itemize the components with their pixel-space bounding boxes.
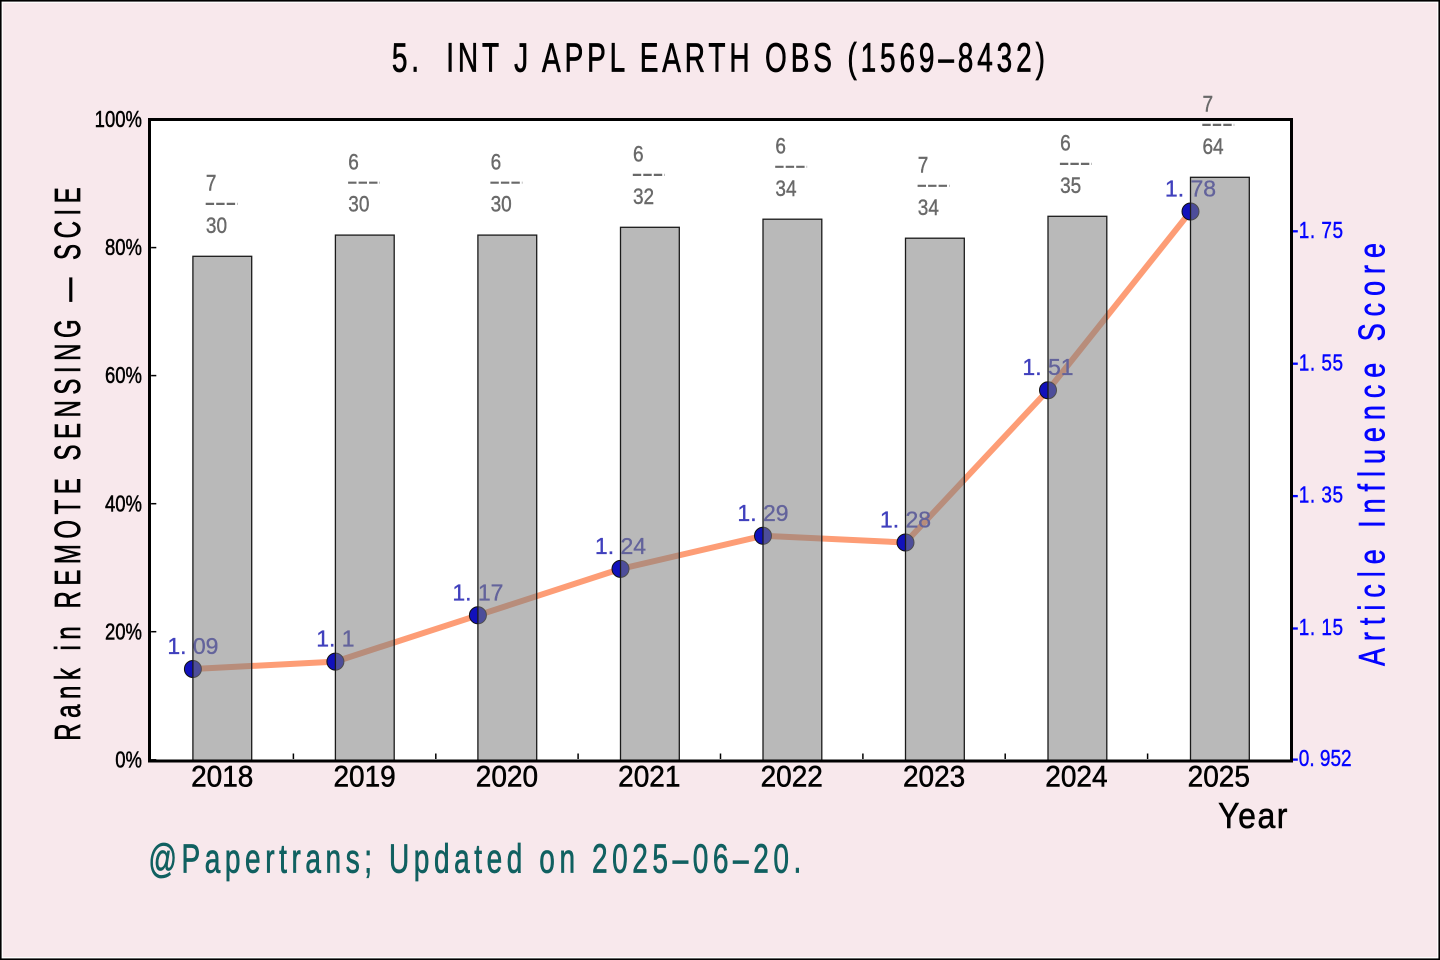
- svg-text:34: 34: [775, 176, 796, 201]
- svg-text:0%: 0%: [115, 748, 142, 773]
- svg-text:Rank in REMOTE SENSING — SCIE: Rank in REMOTE SENSING — SCIE: [47, 182, 88, 741]
- svg-text:20%: 20%: [105, 619, 142, 644]
- svg-text:2021: 2021: [618, 761, 680, 794]
- svg-text:80%: 80%: [105, 235, 142, 260]
- svg-text:Year: Year: [1218, 796, 1289, 836]
- svg-text:0. 952: 0. 952: [1299, 745, 1352, 771]
- svg-text:2025: 2025: [1188, 761, 1250, 794]
- svg-text:1. 75: 1. 75: [1299, 217, 1344, 243]
- svg-text:7: 7: [1203, 92, 1214, 117]
- svg-text:35: 35: [1060, 174, 1081, 199]
- svg-text:2018: 2018: [191, 761, 253, 794]
- svg-text:1. 15: 1. 15: [1299, 614, 1344, 640]
- svg-text:30: 30: [491, 192, 512, 217]
- svg-text:30: 30: [206, 214, 227, 239]
- svg-text:64: 64: [1203, 135, 1224, 160]
- svg-text:2024: 2024: [1045, 761, 1107, 794]
- svg-text:34: 34: [918, 195, 939, 220]
- svg-text:32: 32: [633, 185, 654, 210]
- svg-text:1. 55: 1. 55: [1299, 349, 1344, 375]
- svg-text:Article Influence Score: Article Influence Score: [1351, 236, 1392, 666]
- svg-text:2022: 2022: [761, 761, 823, 794]
- svg-text:1. 35: 1. 35: [1299, 482, 1344, 508]
- svg-text:100%: 100%: [95, 107, 142, 132]
- svg-text:6: 6: [1060, 131, 1071, 156]
- svg-text:7: 7: [206, 171, 217, 196]
- svg-text:2019: 2019: [333, 761, 395, 794]
- svg-text:2020: 2020: [476, 761, 538, 794]
- svg-text:40%: 40%: [105, 491, 142, 516]
- svg-text:6: 6: [491, 150, 502, 175]
- svg-text:6: 6: [775, 134, 786, 159]
- svg-text:6: 6: [348, 150, 359, 175]
- svg-text:30: 30: [348, 192, 369, 217]
- svg-text:@Papertrans; Updated on 2025–0: @Papertrans; Updated on 2025–06–20.: [149, 836, 806, 882]
- svg-text:5. INT J APPL EARTH OBS (1569: 5. INT J APPL EARTH OBS (1569–8432): [392, 35, 1049, 81]
- svg-text:6: 6: [633, 142, 644, 167]
- svg-text:60%: 60%: [105, 363, 142, 388]
- svg-text:7: 7: [918, 153, 929, 178]
- svg-text:2023: 2023: [903, 761, 965, 794]
